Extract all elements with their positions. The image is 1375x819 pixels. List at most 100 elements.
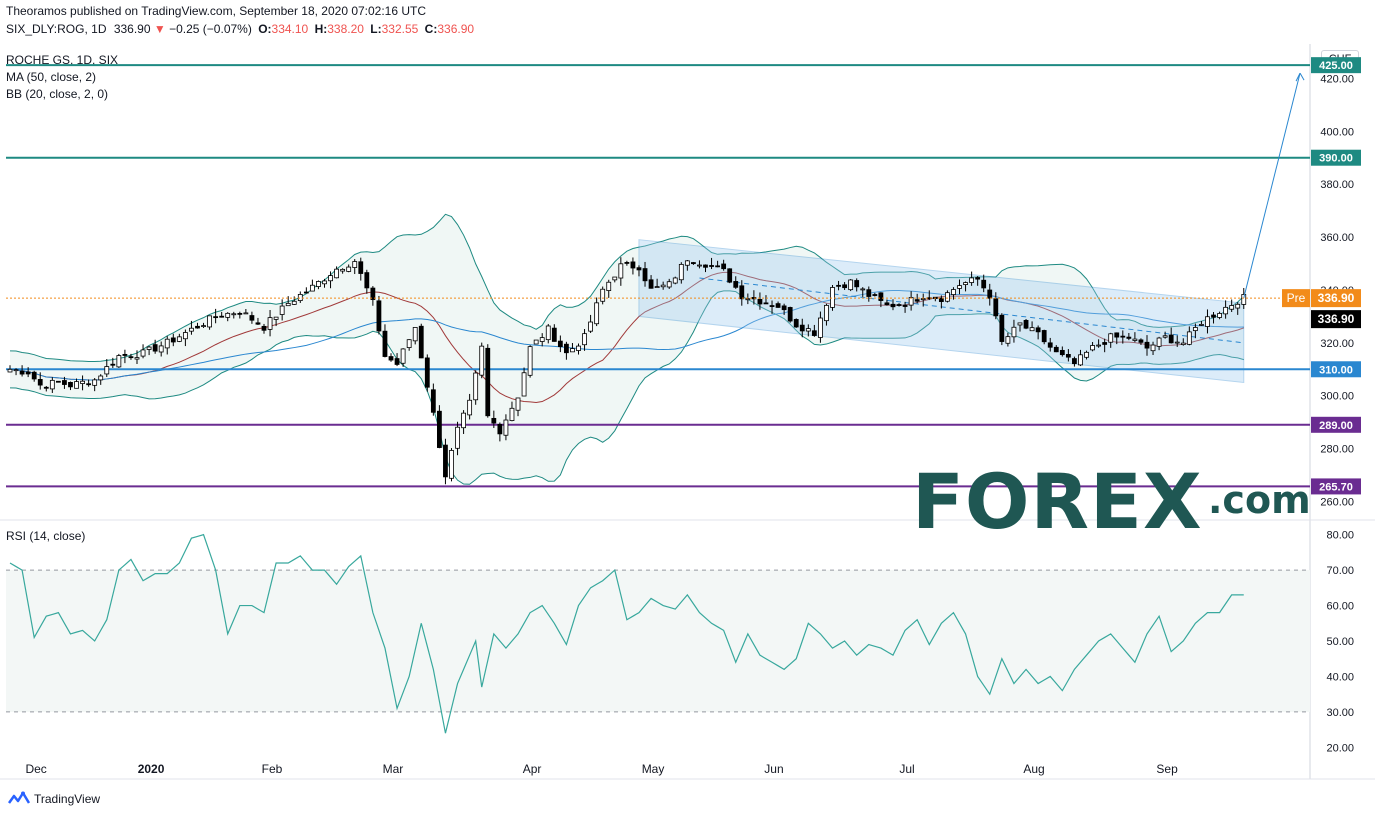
price-tick-7: 400.00: [1320, 126, 1354, 138]
candle-body: [1168, 334, 1174, 344]
candle-body: [376, 300, 382, 332]
legend-title[interactable]: ROCHE GS, 1D, SIX: [6, 53, 119, 67]
legend-bb[interactable]: BB (20, close, 2, 0): [6, 87, 109, 101]
candle-body: [1241, 294, 1247, 305]
rsi-tick-5: 70.00: [1326, 565, 1354, 577]
time-tick-6: Jun: [764, 762, 783, 776]
legend-rsi[interactable]: RSI (14, close): [6, 529, 86, 543]
candle-body: [842, 284, 848, 289]
level-label-0: 425.00: [1319, 60, 1353, 72]
time-tick-7: Jul: [899, 762, 914, 776]
candle-body: [340, 268, 346, 272]
level-label-4: 265.70: [1319, 481, 1353, 493]
candle-body: [709, 265, 714, 267]
candle-body: [666, 281, 672, 288]
price-tick-5: 360.00: [1320, 232, 1354, 244]
candle-body: [672, 277, 678, 284]
last-price-tag: [1311, 310, 1361, 329]
rsi-tick-1: 30.00: [1326, 707, 1354, 719]
tradingview-footer[interactable]: TradingView: [8, 791, 100, 807]
time-tick-4: Apr: [523, 762, 542, 776]
candle-body: [1229, 305, 1235, 310]
candle-body: [848, 279, 854, 291]
candle-body: [533, 339, 539, 345]
candle-body: [951, 289, 956, 295]
candle-body: [443, 444, 448, 478]
candle-body: [43, 386, 49, 389]
candle-body: [884, 302, 890, 306]
price-channel: [638, 239, 1245, 384]
candle-body: [521, 372, 527, 397]
candle-body: [691, 262, 696, 265]
candle-body: [1047, 342, 1053, 348]
candle-body: [68, 382, 73, 388]
candle-body: [963, 282, 968, 286]
candle-body: [860, 288, 866, 291]
level-tag-0: [1311, 57, 1361, 74]
bollinger-lower: [9, 290, 1244, 485]
candle-body: [1053, 346, 1059, 353]
time-tick-9: Sep: [1156, 762, 1178, 776]
rsi-tick-2: 40.00: [1326, 671, 1354, 683]
candle-body: [503, 419, 509, 436]
bollinger-band-fill: [10, 214, 1244, 485]
price-tick-6: 380.00: [1320, 179, 1354, 191]
candle-body: [1084, 351, 1089, 358]
candle-body: [158, 345, 164, 353]
candle-body: [684, 260, 690, 266]
level-label-3: 289.00: [1319, 420, 1353, 432]
candle-body: [1144, 341, 1150, 349]
level-tag-3: [1311, 416, 1361, 433]
candle-body: [945, 292, 950, 302]
candle-body: [1108, 333, 1114, 343]
candle-body: [564, 343, 569, 354]
candle-body: [787, 307, 793, 322]
candle-body: [134, 357, 140, 360]
candle-body: [152, 344, 158, 352]
time-tick-1: 2020: [138, 762, 165, 776]
candle-body: [1017, 322, 1023, 326]
price-tick-0: 260.00: [1320, 496, 1354, 508]
price-tick-3: 320.00: [1320, 338, 1354, 350]
candle-body: [594, 302, 600, 325]
time-tick-2: Feb: [262, 762, 283, 776]
candle-body: [455, 426, 460, 449]
time-tick-0: Dec: [25, 762, 46, 776]
candle-body: [902, 304, 908, 307]
candle-body: [1096, 344, 1102, 347]
candle-body: [364, 272, 370, 289]
candle-body: [201, 325, 206, 328]
low-value: 332.55: [381, 22, 419, 36]
candle-body: [588, 321, 593, 332]
candle-body: [654, 286, 660, 289]
candle-body: [739, 285, 745, 300]
pre-tag: [1282, 289, 1310, 308]
time-tick-8: Aug: [1023, 762, 1044, 776]
candle-body: [255, 322, 261, 325]
forex-watermark: FOREX: [912, 462, 1203, 542]
open-value: 334.10: [271, 22, 309, 36]
candle-body: [830, 287, 835, 308]
candle-body: [1023, 319, 1029, 329]
candle-body: [128, 356, 134, 359]
candle-body: [316, 281, 321, 287]
candle-body: [1156, 337, 1162, 347]
candle-body: [1029, 327, 1035, 332]
candle-body: [189, 327, 194, 332]
candle-body: [1180, 342, 1186, 345]
candle-body: [424, 357, 430, 388]
candle-body: [557, 340, 563, 347]
close-value: 336.90: [437, 22, 475, 36]
candle-body: [55, 380, 61, 383]
candle-body: [491, 417, 497, 424]
candle-body: [1078, 354, 1083, 366]
candle-body: [436, 410, 442, 448]
time-tick-5: May: [642, 762, 665, 776]
time-tick-3: Mar: [383, 762, 404, 776]
level-tag-4: [1311, 478, 1361, 495]
candle-body: [866, 289, 872, 297]
candle-body: [920, 298, 926, 301]
legend-ma[interactable]: MA (50, close, 2): [6, 70, 97, 84]
candle-body: [7, 368, 13, 373]
